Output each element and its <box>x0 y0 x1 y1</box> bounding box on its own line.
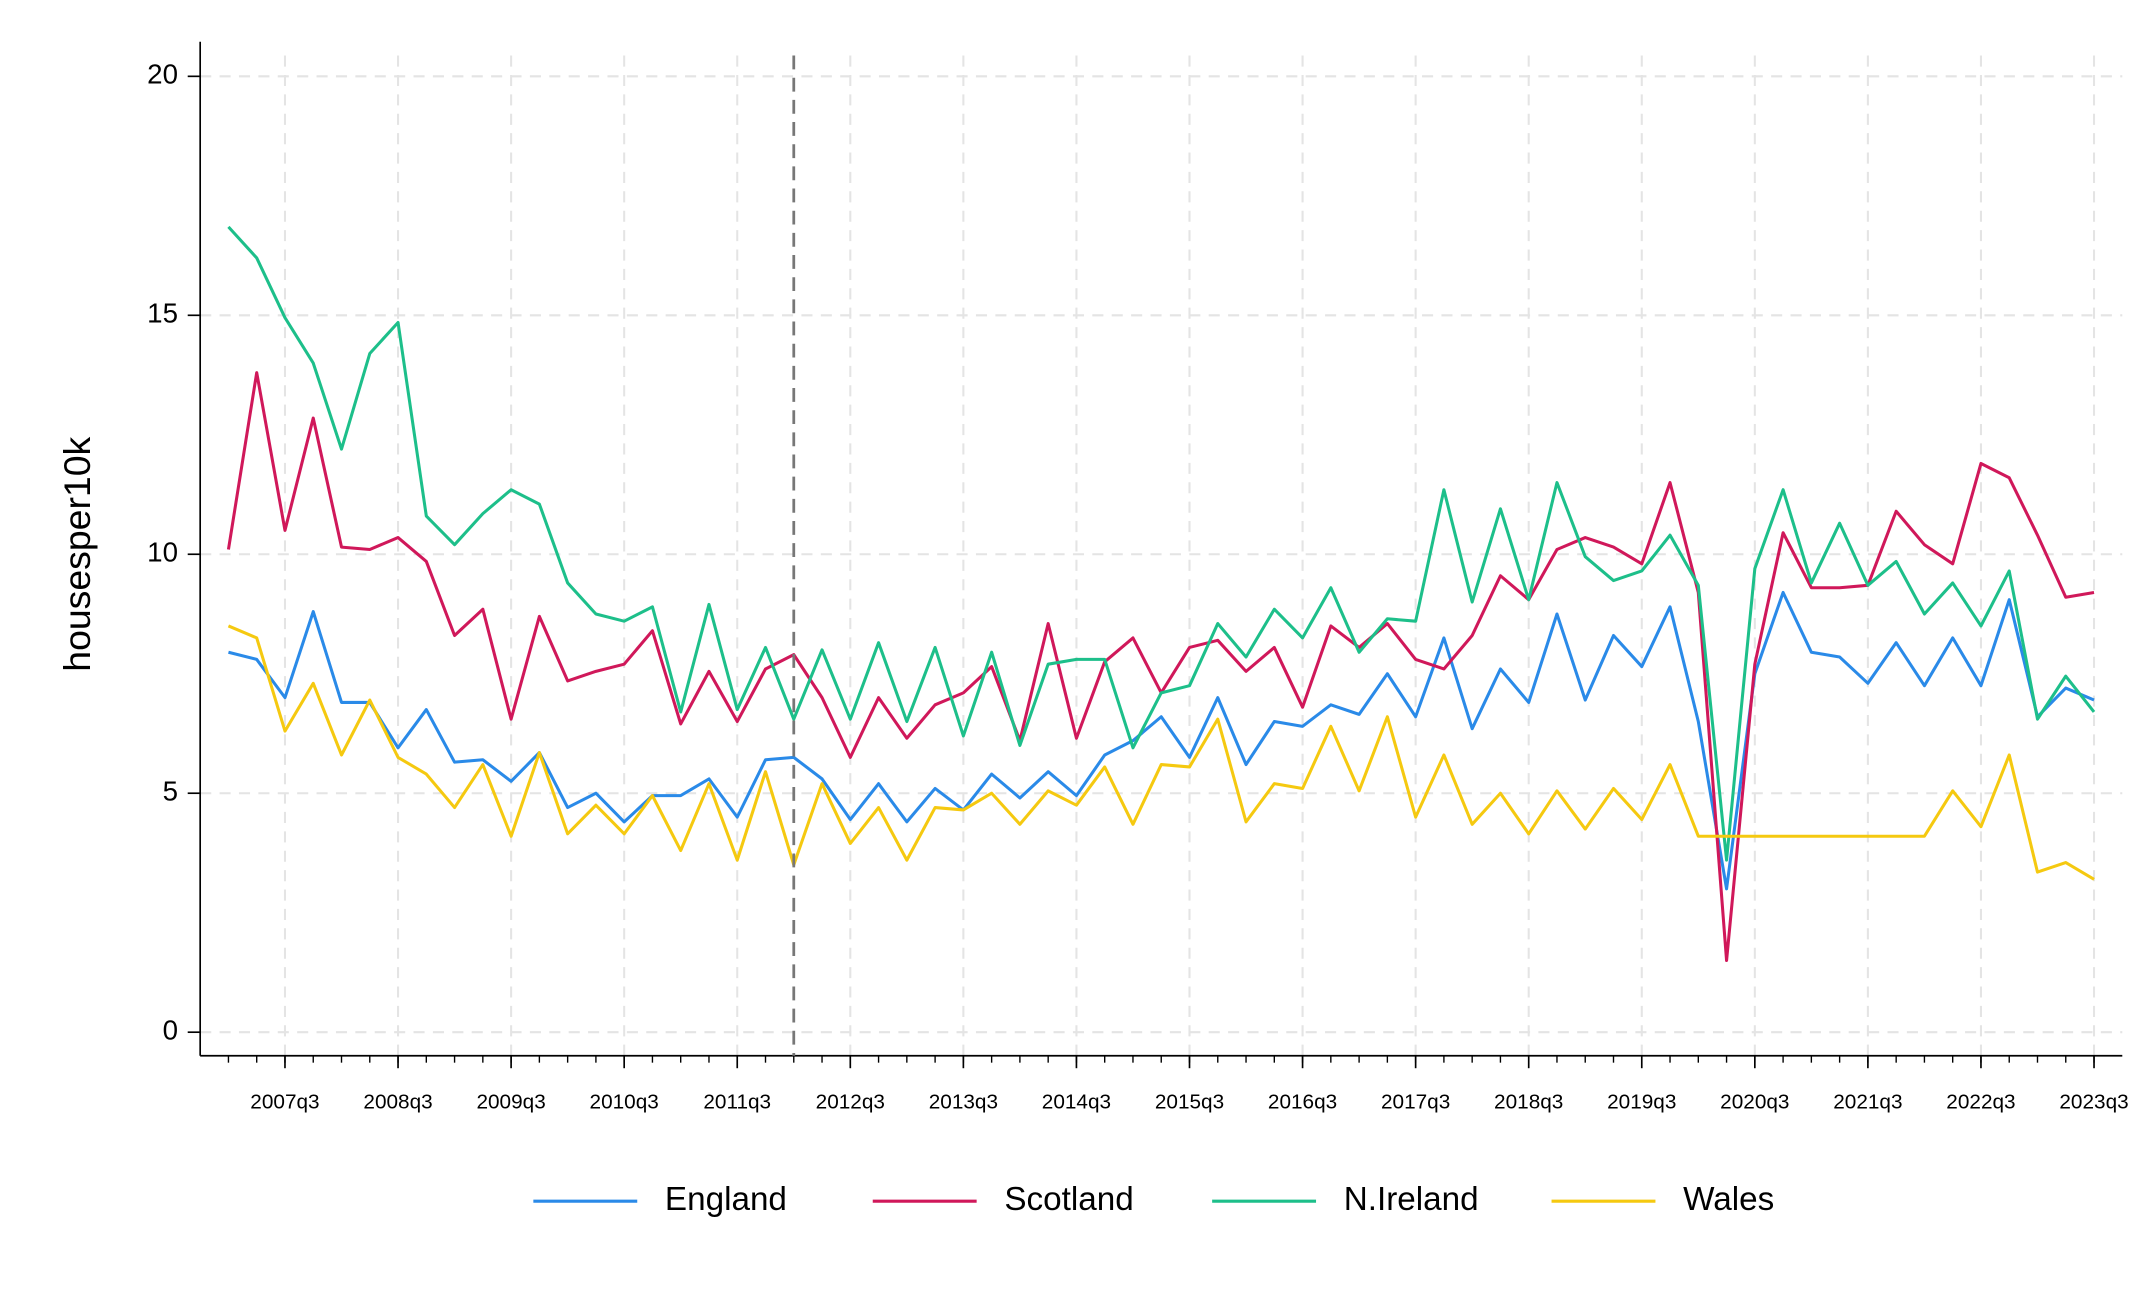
x-tick-label: 2013q3 <box>929 1090 998 1113</box>
y-tick-label: 10 <box>147 537 178 568</box>
x-tick-label: 2011q3 <box>703 1090 771 1113</box>
series-line <box>228 590 2095 891</box>
series-line <box>226 371 2095 963</box>
y-tick-label: 0 <box>163 1015 178 1046</box>
x-tick-label: 2022q3 <box>1946 1090 2015 1113</box>
legend-label: N.Ireland <box>1344 1181 1479 1218</box>
y-axis-label: housesper10k <box>56 437 98 672</box>
legend-label: England <box>665 1181 787 1218</box>
y-tick-label: 5 <box>163 776 178 807</box>
series-line <box>227 225 2096 862</box>
x-tick-label: 2008q3 <box>363 1090 432 1113</box>
x-tick-label: 2012q3 <box>816 1090 885 1113</box>
x-tick-label: 2010q3 <box>590 1090 659 1113</box>
x-tick-label: 2023q3 <box>2059 1090 2128 1113</box>
legend-label: Scotland <box>1004 1181 1133 1218</box>
x-tick-label: 2019q3 <box>1607 1090 1676 1113</box>
x-tick-label: 2009q3 <box>476 1090 545 1113</box>
y-tick-label: 20 <box>147 59 178 90</box>
x-tick-label: 2015q3 <box>1155 1090 1224 1113</box>
x-tick-label: 2014q3 <box>1042 1090 1111 1113</box>
x-tick-label: 2018q3 <box>1494 1090 1563 1113</box>
x-tick-label: 2021q3 <box>1833 1090 1902 1113</box>
y-tick-label: 15 <box>147 298 178 329</box>
x-tick-label: 2007q3 <box>250 1090 319 1113</box>
x-tick-label: 2017q3 <box>1381 1090 1450 1113</box>
x-tick-label: 2020q3 <box>1720 1090 1789 1113</box>
series-line <box>227 624 2095 881</box>
x-tick-label: 2016q3 <box>1268 1090 1337 1113</box>
legend-label: Wales <box>1683 1181 1774 1218</box>
